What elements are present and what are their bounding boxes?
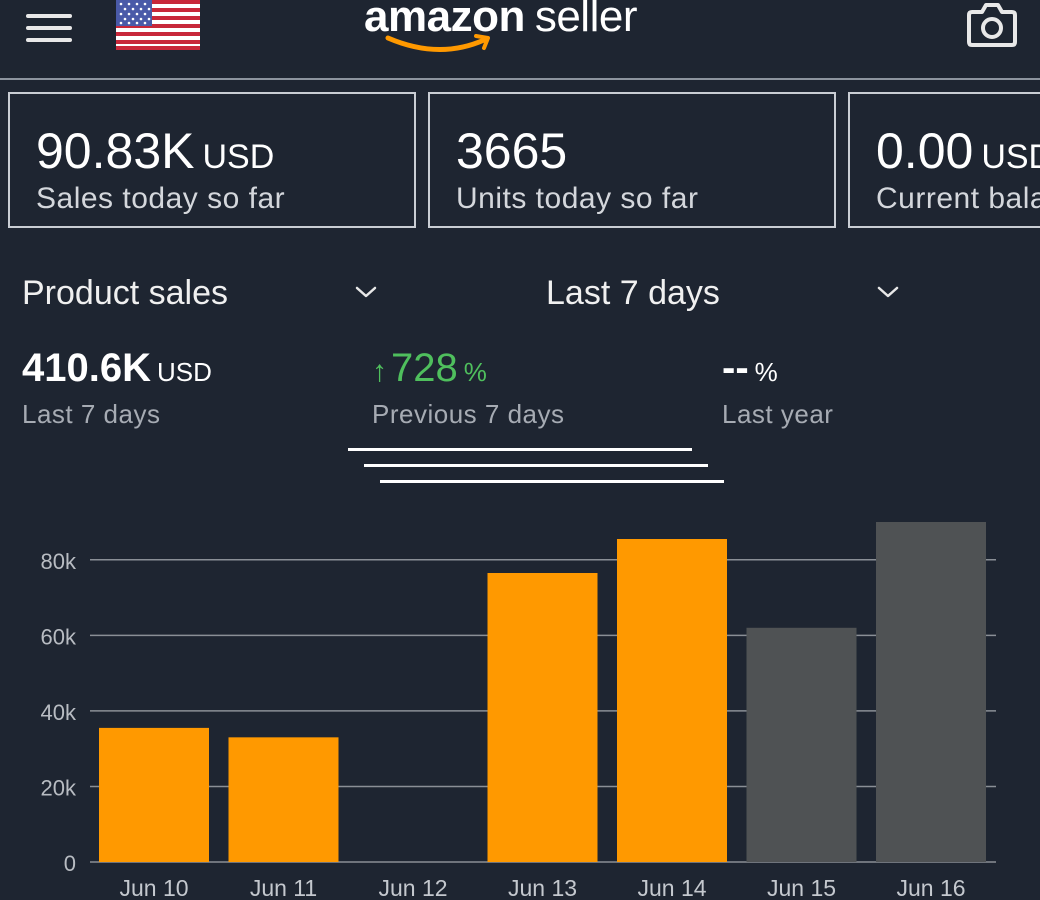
date-range-dropdown[interactable]: Last 7 days (546, 270, 916, 320)
camera-icon[interactable] (966, 0, 1018, 48)
stat-previous-period: ↑ 728% Previous 7 days (372, 346, 564, 430)
current-balance-card[interactable]: 0.00USD Current balance (848, 92, 1040, 228)
stat-last-year-value: --% (722, 346, 778, 390)
hamburger-menu-icon[interactable] (26, 10, 74, 42)
bar-jun-11[interactable] (228, 737, 339, 862)
bar-jun-16[interactable] (876, 522, 986, 862)
y-tick-label: 80k (41, 549, 77, 574)
sales-today-value: 90.83K USD (36, 123, 275, 179)
decorative-line (380, 480, 724, 483)
metric-dropdown-label: Product sales (22, 274, 228, 312)
decorative-line (348, 448, 692, 451)
units-today-value: 3665 (456, 123, 568, 179)
stat-previous-label: Previous 7 days (372, 399, 565, 429)
y-tick-label: 40k (41, 700, 77, 725)
bar-jun-14[interactable] (617, 539, 727, 862)
bar-jun-15[interactable] (746, 627, 857, 862)
stat-previous-value: ↑ 728% (372, 346, 487, 390)
y-tick-label: 60k (41, 624, 77, 649)
app-header: amazon seller (0, 0, 1040, 80)
amazon-seller-logo: amazon seller (364, 0, 684, 62)
sales-today-label: Sales today so far (36, 182, 286, 215)
stat-current-period: 410.6K USD Last 7 days (22, 346, 212, 430)
x-tick-label: Jun 10 (119, 875, 188, 900)
x-tick-label: Jun 13 (508, 875, 577, 900)
stat-last-year-label: Last year (722, 399, 834, 429)
chevron-down-icon (355, 286, 377, 298)
chevron-down-icon (877, 286, 899, 298)
decorative-line (364, 464, 708, 467)
x-tick-label: Jun 16 (896, 875, 965, 900)
sales-today-card[interactable]: 90.83K USD Sales today so far (8, 92, 416, 228)
units-today-label: Units today so far (456, 182, 699, 215)
x-tick-label: Jun 11 (250, 875, 317, 900)
bar-jun-10[interactable] (99, 727, 209, 862)
metric-dropdown[interactable]: Product sales (22, 270, 392, 320)
current-balance-value: 0.00USD (876, 123, 1040, 179)
logo-brand-text: amazon (364, 0, 525, 41)
stat-last-year: --% Last year (722, 346, 833, 430)
date-range-label: Last 7 days (546, 274, 720, 312)
y-tick-label: 0 (64, 851, 76, 876)
x-tick-label: Jun 14 (637, 875, 706, 900)
x-tick-label: Jun 15 (767, 875, 836, 900)
current-balance-label: Current balance (876, 182, 1040, 215)
y-tick-label: 20k (41, 775, 77, 800)
amazon-smile-icon (385, 34, 490, 53)
stat-current-value: 410.6K USD (22, 346, 212, 390)
logo-suffix-text: seller (534, 0, 638, 41)
stat-current-label: Last 7 days (22, 399, 161, 429)
units-today-card[interactable]: 3665 Units today so far (428, 92, 836, 228)
bar-jun-13[interactable] (487, 573, 598, 862)
us-flag-icon[interactable] (116, 0, 200, 50)
x-tick-label: Jun 12 (378, 875, 447, 900)
sales-bar-chart: 0 20k 40k 60k 80k Jun 10 Jun 11 Jun 12 Jun 13 Jun… (41, 522, 996, 900)
up-arrow-icon: ↑ (372, 355, 387, 388)
